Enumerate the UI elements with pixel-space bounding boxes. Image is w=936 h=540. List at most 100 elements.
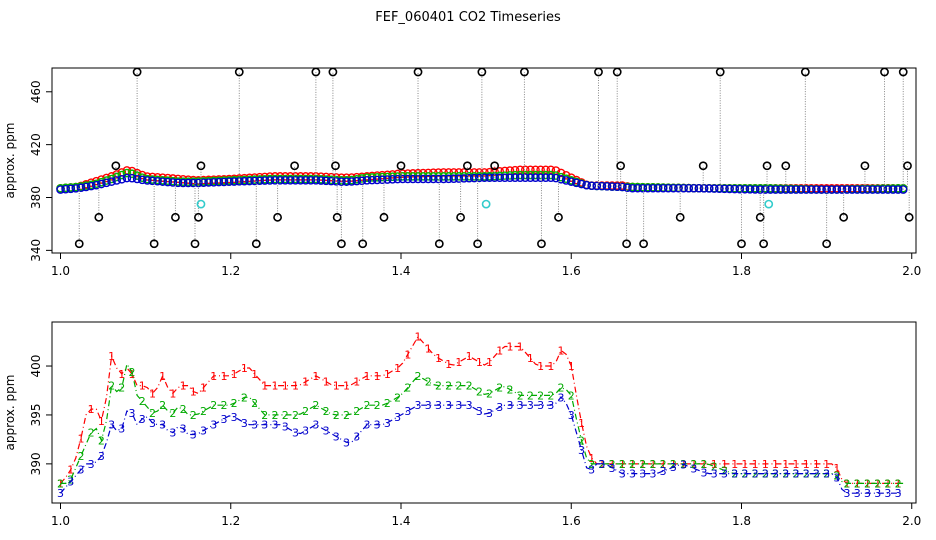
- data-point: [403, 174, 413, 184]
- data-point: [234, 67, 244, 77]
- data-point: [291, 176, 300, 185]
- x-tick-label: 1.0: [51, 264, 70, 278]
- data-point: [759, 239, 769, 249]
- data-point: [520, 165, 530, 175]
- series-marker: 2: [404, 382, 411, 395]
- data-point: [454, 174, 464, 183]
- data-point: [251, 239, 261, 249]
- data-point: [388, 175, 397, 184]
- series-marker: 3: [578, 444, 585, 457]
- data-point: [449, 174, 459, 183]
- series-marker: 2: [435, 380, 442, 393]
- series-marker: 3: [833, 472, 840, 485]
- x-tick-label: 1.8: [732, 264, 751, 278]
- series-marker: 3: [323, 425, 330, 438]
- data-point: [806, 185, 816, 194]
- series-marker: 3: [690, 462, 697, 475]
- data-point: [234, 177, 244, 186]
- data-point: [715, 67, 725, 77]
- series-marker: 1: [537, 360, 544, 373]
- data-point: [383, 175, 392, 184]
- series-marker: 3: [384, 417, 391, 430]
- data-point: [240, 176, 249, 186]
- data-point: [587, 181, 596, 191]
- data-point: [520, 173, 530, 182]
- series-marker: 2: [711, 460, 718, 473]
- series-marker: 3: [782, 468, 789, 481]
- data-point: [878, 185, 888, 194]
- series-marker: 1: [813, 458, 820, 471]
- y-tick-label: 460: [29, 80, 43, 103]
- data-point: [832, 185, 842, 194]
- data-point: [280, 176, 290, 185]
- series-marker: 3: [466, 399, 473, 412]
- data-point: [554, 212, 563, 222]
- series-marker: 1: [353, 376, 360, 389]
- series-marker: 3: [282, 421, 289, 434]
- data-point: [689, 183, 699, 193]
- y-axis-top: 340 380 420 460: [29, 80, 53, 262]
- series-marker: 3: [752, 468, 759, 481]
- series-marker: 2: [200, 405, 207, 418]
- series-marker: 2: [88, 427, 95, 440]
- series-marker: 3: [77, 464, 84, 477]
- series-marker: 1: [180, 380, 187, 393]
- series-marker: 1: [598, 458, 605, 471]
- series-marker: 2: [425, 376, 432, 389]
- data-point: [898, 67, 908, 77]
- series-marker: 1: [517, 340, 524, 353]
- data-point: [566, 177, 576, 186]
- data-point: [761, 185, 770, 194]
- series-marker: 2: [241, 391, 248, 404]
- data-point: [97, 179, 106, 189]
- data-point: [331, 161, 340, 171]
- data-point: [515, 173, 525, 182]
- data-point: [505, 173, 515, 182]
- data-point: [434, 174, 443, 184]
- data-point: [117, 174, 127, 184]
- series-marker: 2: [506, 384, 513, 397]
- series-marker: 3: [649, 468, 656, 481]
- data-point: [224, 177, 234, 187]
- series-marker: 2: [445, 380, 452, 393]
- series-marker: 2: [895, 477, 902, 490]
- series-marker: 1: [394, 362, 401, 375]
- series-marker: 2: [466, 380, 473, 393]
- series-marker: 1: [67, 464, 74, 477]
- series-marker: 3: [486, 407, 493, 420]
- data-point: [372, 175, 382, 185]
- series-marker: 2: [598, 458, 605, 471]
- data-point: [791, 185, 801, 194]
- data-point: [112, 172, 121, 182]
- data-point: [873, 185, 882, 194]
- series-marker: 3: [506, 399, 513, 412]
- series-marker: 3: [353, 430, 360, 443]
- series-marker: 2: [118, 382, 125, 395]
- series-marker: 1: [445, 358, 452, 371]
- series-marker: 1: [363, 370, 370, 383]
- series-marker: 2: [108, 380, 115, 393]
- series-marker: 1: [139, 380, 146, 393]
- data-point: [122, 173, 132, 183]
- data-point: [408, 174, 418, 184]
- data-point: [171, 212, 180, 222]
- series-marker: 1: [731, 458, 738, 471]
- data-point: [618, 182, 627, 192]
- data-point: [485, 173, 494, 182]
- series-marker: 3: [741, 468, 748, 481]
- series-marker: 3: [363, 419, 370, 432]
- series-marker: 1: [496, 344, 503, 357]
- chart-title: FEF_060401 CO2 Timeseries: [375, 10, 561, 25]
- data-point: [715, 184, 724, 194]
- data-point: [643, 183, 653, 193]
- series-cyan: [196, 199, 774, 209]
- data-point: [439, 174, 448, 184]
- data-point: [132, 174, 142, 184]
- data-point: [786, 185, 796, 194]
- data-point: [413, 67, 423, 77]
- series-marker: 1: [435, 352, 442, 365]
- series-marker: 2: [558, 382, 565, 395]
- x-tick-label: 2.0: [902, 264, 921, 278]
- series-marker: 2: [537, 389, 544, 402]
- series-marker: 2: [517, 389, 524, 402]
